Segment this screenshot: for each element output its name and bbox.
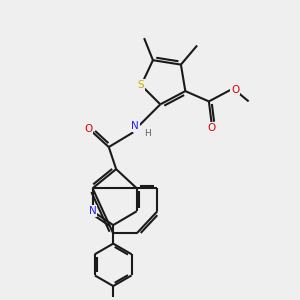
Text: S: S xyxy=(138,80,145,90)
Text: O: O xyxy=(208,123,216,133)
Text: H: H xyxy=(145,129,151,138)
Text: O: O xyxy=(84,124,92,134)
Text: N: N xyxy=(89,206,97,216)
Text: N: N xyxy=(131,122,139,131)
Text: O: O xyxy=(231,85,239,94)
